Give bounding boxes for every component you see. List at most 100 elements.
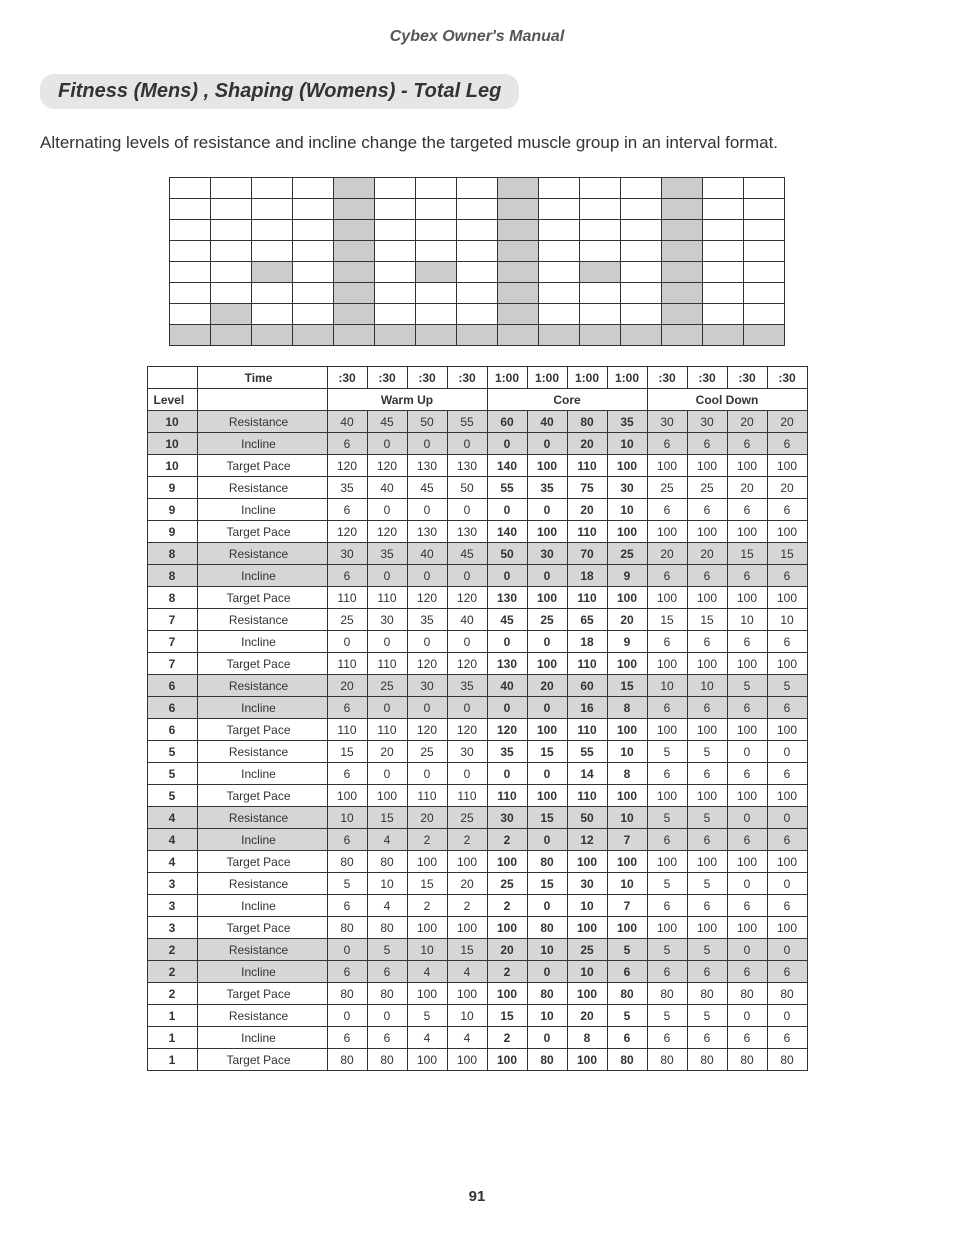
preview-cell bbox=[211, 199, 252, 220]
value-cell: 0 bbox=[527, 895, 567, 917]
value-cell: 100 bbox=[607, 917, 647, 939]
page-number: 91 bbox=[0, 1188, 954, 1205]
value-cell: 6 bbox=[727, 565, 767, 587]
table-row: 5Resistance15202530351555105500 bbox=[147, 741, 807, 763]
value-cell: 55 bbox=[567, 741, 607, 763]
value-cell: 80 bbox=[647, 983, 687, 1005]
type-cell: Incline bbox=[197, 895, 327, 917]
value-cell: 15 bbox=[327, 741, 367, 763]
preview-cell bbox=[621, 178, 662, 199]
type-cell: Resistance bbox=[197, 939, 327, 961]
value-cell: 5 bbox=[367, 939, 407, 961]
preview-cell bbox=[621, 220, 662, 241]
value-cell: 6 bbox=[647, 763, 687, 785]
time-column-header: :30 bbox=[447, 367, 487, 389]
value-cell: 100 bbox=[567, 1049, 607, 1071]
preview-cell bbox=[334, 241, 375, 262]
value-cell: 2 bbox=[447, 829, 487, 851]
preview-cell bbox=[211, 178, 252, 199]
time-column-header: 1:00 bbox=[607, 367, 647, 389]
value-cell: 110 bbox=[487, 785, 527, 807]
level-cell: 7 bbox=[147, 609, 197, 631]
value-cell: 10 bbox=[727, 609, 767, 631]
value-cell: 6 bbox=[727, 829, 767, 851]
preview-cell bbox=[662, 220, 703, 241]
value-cell: 20 bbox=[567, 433, 607, 455]
preview-cell bbox=[293, 304, 334, 325]
preview-cell bbox=[416, 199, 457, 220]
preview-cell bbox=[375, 178, 416, 199]
value-cell: 6 bbox=[327, 829, 367, 851]
value-cell: 0 bbox=[447, 763, 487, 785]
level-cell: 8 bbox=[147, 587, 197, 609]
value-cell: 6 bbox=[647, 433, 687, 455]
type-cell: Incline bbox=[197, 631, 327, 653]
value-cell: 30 bbox=[527, 543, 567, 565]
table-row: 7Incline0000001896666 bbox=[147, 631, 807, 653]
level-cell: 3 bbox=[147, 917, 197, 939]
value-cell: 50 bbox=[567, 807, 607, 829]
value-cell: 6 bbox=[767, 1027, 807, 1049]
value-cell: 100 bbox=[527, 455, 567, 477]
preview-row bbox=[170, 325, 785, 346]
value-cell: 5 bbox=[647, 873, 687, 895]
value-cell: 100 bbox=[687, 587, 727, 609]
value-cell: 100 bbox=[767, 719, 807, 741]
value-cell: 0 bbox=[767, 873, 807, 895]
level-cell: 10 bbox=[147, 455, 197, 477]
value-cell: 0 bbox=[767, 1005, 807, 1027]
value-cell: 100 bbox=[727, 653, 767, 675]
value-cell: 110 bbox=[567, 455, 607, 477]
value-cell: 0 bbox=[727, 807, 767, 829]
value-cell: 110 bbox=[327, 653, 367, 675]
value-cell: 0 bbox=[487, 763, 527, 785]
preview-cell bbox=[703, 220, 744, 241]
value-cell: 130 bbox=[407, 521, 447, 543]
value-cell: 120 bbox=[407, 653, 447, 675]
type-cell: Resistance bbox=[197, 543, 327, 565]
value-cell: 35 bbox=[327, 477, 367, 499]
value-cell: 0 bbox=[367, 763, 407, 785]
value-cell: 100 bbox=[647, 851, 687, 873]
value-cell: 2 bbox=[407, 895, 447, 917]
value-cell: 80 bbox=[687, 983, 727, 1005]
table-header-time: Time bbox=[197, 367, 327, 389]
preview-cell bbox=[293, 262, 334, 283]
value-cell: 0 bbox=[487, 499, 527, 521]
preview-cell bbox=[211, 325, 252, 346]
value-cell: 15 bbox=[407, 873, 447, 895]
preview-cell bbox=[580, 220, 621, 241]
value-cell: 16 bbox=[567, 697, 607, 719]
value-cell: 6 bbox=[727, 1027, 767, 1049]
value-cell: 0 bbox=[767, 939, 807, 961]
preview-row bbox=[170, 304, 785, 325]
value-cell: 100 bbox=[767, 785, 807, 807]
preview-cell bbox=[252, 304, 293, 325]
value-cell: 110 bbox=[567, 719, 607, 741]
value-cell: 40 bbox=[447, 609, 487, 631]
type-cell: Incline bbox=[197, 499, 327, 521]
value-cell: 100 bbox=[767, 851, 807, 873]
preview-cell bbox=[293, 325, 334, 346]
type-cell: Incline bbox=[197, 1027, 327, 1049]
preview-cell bbox=[211, 283, 252, 304]
value-cell: 100 bbox=[687, 917, 727, 939]
value-cell: 130 bbox=[407, 455, 447, 477]
value-cell: 6 bbox=[687, 895, 727, 917]
value-cell: 10 bbox=[607, 433, 647, 455]
value-cell: 0 bbox=[327, 631, 367, 653]
value-cell: 120 bbox=[367, 455, 407, 477]
preview-cell bbox=[621, 283, 662, 304]
type-cell: Incline bbox=[197, 763, 327, 785]
table-row: 5Target Pace1001001101101101001101001001… bbox=[147, 785, 807, 807]
value-cell: 110 bbox=[567, 653, 607, 675]
value-cell: 6 bbox=[607, 1027, 647, 1049]
value-cell: 5 bbox=[647, 939, 687, 961]
preview-cell bbox=[416, 262, 457, 283]
value-cell: 0 bbox=[767, 741, 807, 763]
value-cell: 6 bbox=[327, 961, 367, 983]
value-cell: 80 bbox=[767, 983, 807, 1005]
value-cell: 15 bbox=[527, 807, 567, 829]
value-cell: 6 bbox=[327, 565, 367, 587]
value-cell: 110 bbox=[567, 587, 607, 609]
